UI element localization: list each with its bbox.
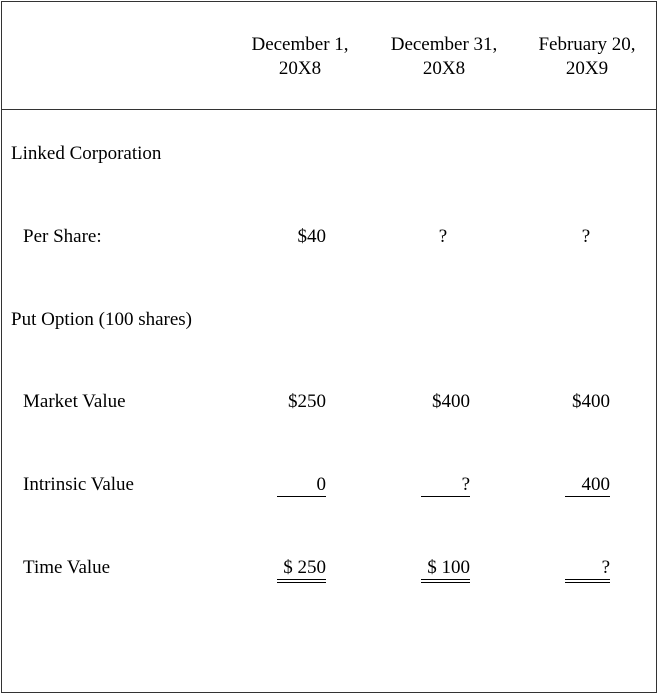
per-share-dec-31: ? <box>438 226 448 247</box>
row-label-intrinsic-value: Intrinsic Value <box>23 474 134 495</box>
per-share-dec-1: $40 <box>297 226 327 247</box>
row-label-market-value: Market Value <box>23 391 126 412</box>
column-header-dec-1: December 1, 20X8 <box>251 34 349 79</box>
row-label-per-share: Per Share: <box>23 226 102 247</box>
market-value-feb-20: $400 <box>572 391 610 412</box>
time-value-dec-1: $ 250 <box>277 557 326 583</box>
per-share-feb-20: ? <box>581 226 591 247</box>
time-value-feb-20: ? <box>565 557 610 583</box>
intrinsic-value-feb-20: 400 <box>565 474 610 497</box>
market-value-dec-1: $250 <box>288 391 326 412</box>
row-label-time-value: Time Value <box>23 557 111 578</box>
header-divider <box>1 109 657 110</box>
column-header-dec-31: December 31, 20X8 <box>390 34 498 79</box>
section-linked-corporation: Linked Corporation <box>11 143 162 164</box>
intrinsic-value-dec-1: 0 <box>277 474 326 497</box>
section-put-option: Put Option (100 shares) <box>11 309 193 330</box>
market-value-dec-31: $400 <box>432 391 470 412</box>
column-header-feb-20: February 20, 20X9 <box>538 34 636 79</box>
time-value-dec-31: $ 100 <box>421 557 470 583</box>
intrinsic-value-dec-31: ? <box>421 474 470 497</box>
